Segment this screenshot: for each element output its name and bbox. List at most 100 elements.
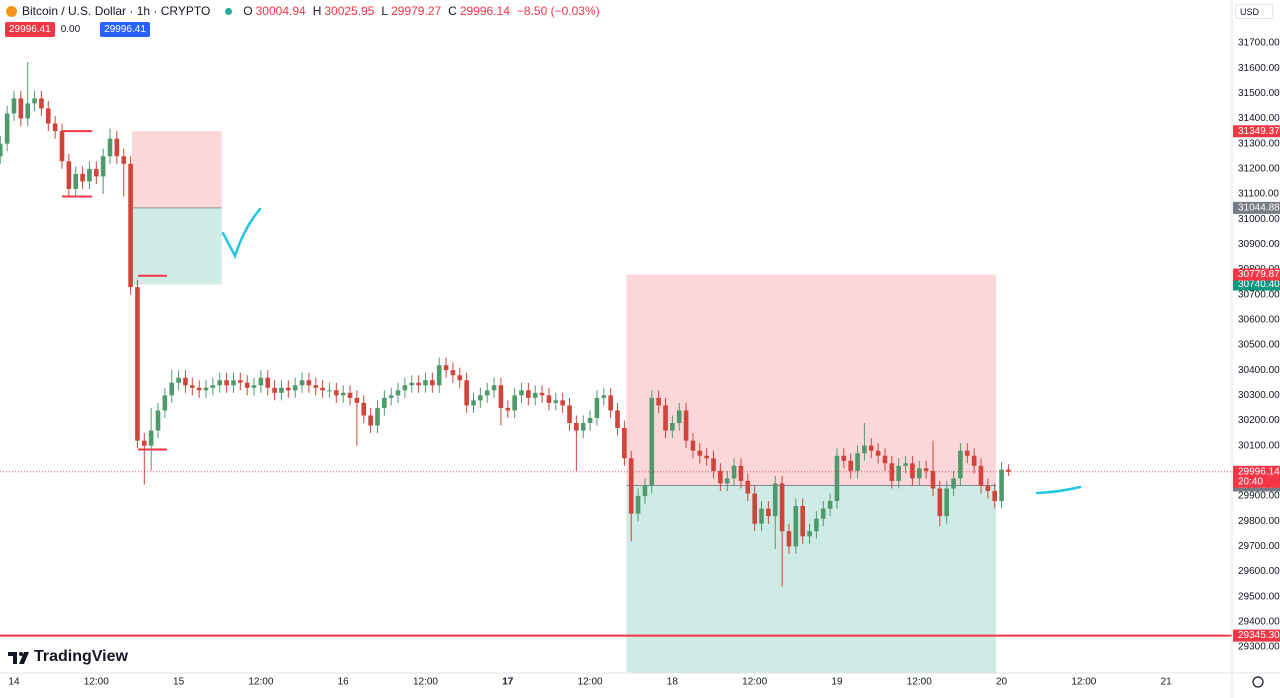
candle-body	[121, 156, 127, 164]
candle-body	[951, 478, 956, 489]
candle-body	[471, 400, 476, 406]
price-label-bg	[1233, 201, 1280, 214]
candle-body	[320, 387, 325, 391]
candle-body	[217, 380, 223, 386]
candle-body	[423, 380, 428, 386]
candle-body	[930, 470, 936, 489]
target-zone	[626, 485, 997, 673]
candle-body	[395, 390, 401, 396]
y-tick-label: 30400.00	[1238, 365, 1280, 376]
x-tick-label: 12:00	[248, 677, 273, 688]
candle-body	[862, 445, 867, 454]
candle-body	[210, 385, 216, 388]
candle-body	[745, 480, 751, 494]
y-tick-label: 31200.00	[1238, 163, 1280, 174]
trade-buttons: 29996.41 0.00 29996.41	[5, 22, 150, 37]
candle-body	[340, 392, 346, 396]
symbol-title[interactable]: Bitcoin / U.S. Dollar · 1h · CRYPTO	[22, 4, 211, 18]
candle-body	[45, 108, 51, 124]
sell-button[interactable]: 29996.41	[5, 22, 55, 37]
candle-body	[1006, 469, 1011, 472]
y-tick-label: 29800.00	[1238, 516, 1280, 527]
x-tick-label: 12:00	[413, 677, 438, 688]
candle-body	[183, 377, 188, 386]
price-label-bg	[1233, 629, 1280, 642]
ohlc-value: 29996.14	[459, 4, 510, 18]
candle-body	[766, 508, 771, 517]
price-label: 31349.37	[1238, 126, 1280, 137]
ohlc-value: 30025.95	[324, 4, 375, 18]
candle-body	[375, 407, 380, 426]
candle-body	[855, 453, 860, 471]
candle-body	[491, 385, 497, 391]
settings-icon[interactable]	[1252, 676, 1264, 688]
candle-body	[114, 138, 120, 157]
candle-body	[834, 455, 840, 502]
candle-body	[93, 168, 99, 177]
y-tick-label: 29300.00	[1238, 642, 1280, 653]
candle-body	[690, 440, 696, 451]
stop-zone	[131, 131, 222, 208]
y-tick-label: 30500.00	[1238, 340, 1280, 351]
candle-body	[896, 465, 901, 481]
candle-body	[402, 385, 408, 391]
x-tick-label: 16	[338, 677, 350, 688]
candle-body	[87, 168, 92, 182]
x-tick-label: 12:00	[84, 677, 109, 688]
candle-body	[526, 390, 531, 398]
x-tick-label: 12:00	[578, 677, 603, 688]
candle-body	[155, 410, 161, 431]
price-label: 20:40	[1238, 476, 1263, 487]
candle-body	[560, 400, 565, 406]
x-tick-label: 19	[831, 677, 843, 688]
candle-body	[615, 410, 620, 429]
candle-body	[450, 370, 456, 376]
candle-body	[299, 380, 305, 386]
ohlc-key: H	[312, 4, 322, 18]
x-tick-label: 12:00	[1071, 677, 1096, 688]
candle-body	[978, 465, 984, 486]
candle-body	[39, 98, 44, 109]
x-tick-label: 14	[8, 677, 20, 688]
candle-body	[388, 395, 394, 398]
y-tick-label: 30200.00	[1238, 415, 1280, 426]
candle-body	[923, 468, 929, 471]
axes: 29300.00 29400.00 29500.00 29600.00 29700.00…	[8, 38, 1280, 688]
candle-body	[382, 397, 387, 408]
candle-body	[622, 428, 627, 459]
candle-body	[148, 430, 154, 446]
candle-body	[25, 103, 31, 119]
y-tick-label: 30600.00	[1238, 314, 1280, 325]
y-tick-label: 31400.00	[1238, 113, 1280, 124]
price-label: 31044.88	[1238, 203, 1280, 214]
currency-button[interactable]: USD	[1235, 4, 1273, 19]
candle-body	[697, 450, 703, 456]
candle-body	[11, 98, 17, 114]
price-label-bg	[1233, 278, 1280, 291]
price-label: 29345.30	[1238, 630, 1280, 641]
candle-body	[0, 143, 3, 157]
candle-body	[334, 390, 339, 396]
header: Bitcoin / U.S. Dollar · 1h · CRYPTO O 300…	[6, 4, 604, 18]
target-zone	[131, 207, 222, 285]
candle-body	[958, 450, 963, 479]
candle-body	[443, 365, 449, 371]
candle-body	[162, 395, 168, 411]
price-label-bg	[1233, 465, 1280, 488]
y-tick-label: 30900.00	[1238, 239, 1280, 250]
candle-body	[32, 98, 37, 104]
candle-body	[128, 163, 133, 288]
candle-body	[505, 407, 511, 411]
candle-body	[135, 287, 140, 441]
candle-body	[992, 490, 998, 502]
candle-body	[141, 440, 147, 446]
candle-body	[361, 402, 367, 416]
y-tick-label: 29400.00	[1238, 616, 1280, 627]
candle-body	[711, 458, 716, 471]
candle-body	[224, 380, 229, 386]
candle-body	[251, 385, 257, 388]
buy-button[interactable]: 29996.41	[100, 22, 150, 37]
y-tick-label: 29500.00	[1238, 591, 1280, 602]
candle-body	[841, 455, 847, 461]
candle-body	[512, 395, 517, 411]
